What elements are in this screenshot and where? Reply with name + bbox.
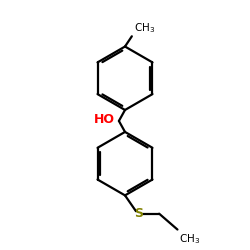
Text: CH$_3$: CH$_3$ [134, 21, 155, 35]
Text: HO: HO [94, 113, 115, 126]
Text: CH$_3$: CH$_3$ [179, 232, 200, 246]
Text: S: S [134, 207, 143, 220]
